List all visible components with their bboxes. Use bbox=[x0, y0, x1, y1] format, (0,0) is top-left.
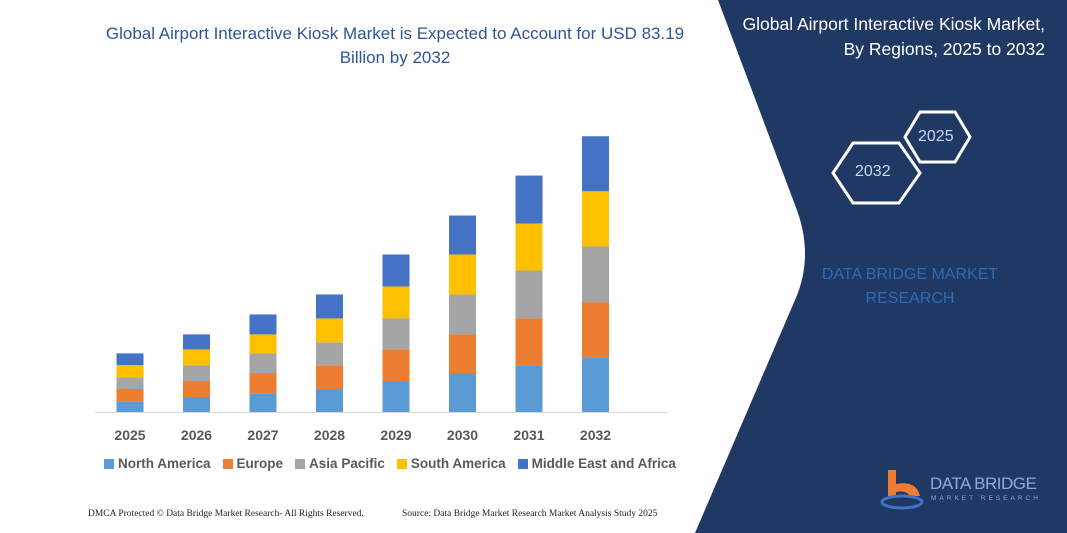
bar-segment-2026-1 bbox=[183, 381, 210, 398]
watermark-text: DATA BRIDGE MARKET RESEARCH bbox=[821, 266, 999, 307]
stacked-bar-chart: 2025 2026 2027 2028 2029 2030 2031 2032 bbox=[95, 136, 668, 443]
bar-segment-2030-3 bbox=[449, 254, 476, 295]
legend-label: Asia Pacific bbox=[309, 456, 385, 471]
bar-segment-2030-1 bbox=[449, 334, 476, 374]
logo-text: DATA BRIDGE bbox=[930, 474, 1037, 493]
bar-segment-2030-0 bbox=[449, 373, 476, 412]
bar-segment-2025-0 bbox=[116, 401, 144, 412]
legend-label: North America bbox=[118, 456, 211, 471]
bar-segment-2028-2 bbox=[316, 342, 343, 366]
bar-segment-2027-4 bbox=[249, 314, 277, 335]
bar-segment-2031-1 bbox=[515, 318, 543, 366]
legend-label: South America bbox=[410, 456, 506, 471]
panel-title: Global Airport Interactive Kiosk Market,… bbox=[742, 14, 1045, 59]
x-tick-label: 2027 bbox=[247, 427, 278, 443]
bar-segment-2030-2 bbox=[449, 294, 476, 335]
bar-segment-2026-4 bbox=[183, 334, 210, 350]
bar-segment-2032-3 bbox=[582, 191, 609, 247]
legend-swatch bbox=[517, 458, 528, 469]
legend-item: North America bbox=[104, 456, 211, 471]
side-panel bbox=[695, 0, 1067, 533]
bar-segment-2032-1 bbox=[582, 302, 609, 358]
hex-label-2032: 2032 bbox=[855, 163, 891, 180]
bar-segment-2025-2 bbox=[116, 377, 144, 390]
legend-item: South America bbox=[396, 456, 506, 471]
bar-segment-2028-0 bbox=[316, 389, 343, 412]
legend: North America Europe Asia Pacific South Ame… bbox=[104, 456, 676, 471]
bar-segment-2032-0 bbox=[582, 357, 609, 412]
legend-label: Middle East and Africa bbox=[531, 456, 676, 471]
x-tick-label: 2025 bbox=[114, 427, 145, 443]
legend-swatch bbox=[295, 458, 306, 469]
bar-segment-2025-3 bbox=[116, 365, 144, 378]
legend-label: Europe bbox=[236, 456, 284, 471]
logo-subtext: MARKET RESEARCH bbox=[931, 495, 1041, 502]
bar-segment-2027-3 bbox=[249, 334, 277, 354]
x-tick-label: 2028 bbox=[314, 427, 345, 443]
bar-segment-2031-0 bbox=[515, 365, 543, 412]
footer-source: Source: Data Bridge Market Research Mark… bbox=[402, 509, 658, 519]
legend-swatch bbox=[396, 458, 407, 469]
bar-segment-2028-4 bbox=[316, 294, 343, 319]
hex-label-2025: 2025 bbox=[918, 128, 954, 145]
hexagon-2032 bbox=[831, 141, 922, 205]
hexagon-2025 bbox=[903, 110, 972, 164]
bar-segment-2029-2 bbox=[382, 318, 410, 350]
bar-segment-2031-4 bbox=[515, 175, 543, 224]
legend-swatch bbox=[222, 458, 233, 469]
x-tick-label: 2030 bbox=[447, 427, 478, 443]
bar-segment-2026-0 bbox=[183, 397, 210, 412]
bar-segment-2029-1 bbox=[382, 349, 410, 382]
bar-segment-2032-4 bbox=[582, 136, 609, 192]
bar-segment-2025-1 bbox=[116, 389, 144, 402]
bar-segment-2025-4 bbox=[116, 353, 144, 366]
bar-segment-2031-2 bbox=[515, 270, 543, 319]
bar-segment-2026-3 bbox=[183, 349, 210, 366]
x-tick-label: 2029 bbox=[380, 427, 411, 443]
bar-segment-2027-2 bbox=[249, 353, 277, 374]
footer-copyright: DMCA Protected © Data Bridge Market Rese… bbox=[88, 509, 364, 519]
x-tick-label: 2031 bbox=[513, 427, 544, 443]
bar-segment-2028-3 bbox=[316, 318, 343, 343]
legend-swatch bbox=[104, 458, 114, 469]
logo-icon bbox=[880, 470, 924, 510]
bar-segment-2028-1 bbox=[316, 365, 343, 390]
bar-segment-2027-1 bbox=[249, 373, 277, 394]
bar-segment-2029-4 bbox=[382, 254, 410, 287]
legend-item: Middle East and Africa bbox=[517, 456, 676, 471]
x-tick-label: 2032 bbox=[580, 427, 611, 443]
bar-segment-2029-3 bbox=[382, 286, 410, 319]
chart-title: Global Airport Interactive Kiosk Market … bbox=[105, 24, 685, 67]
bar-segment-2029-0 bbox=[382, 381, 410, 412]
bar-segment-2027-0 bbox=[249, 393, 277, 412]
bar-segment-2032-2 bbox=[582, 246, 609, 303]
x-tick-label: 2026 bbox=[181, 427, 212, 443]
bar-segment-2030-4 bbox=[449, 215, 476, 255]
legend-item: Europe bbox=[222, 456, 284, 471]
bar-segment-2031-3 bbox=[515, 223, 543, 271]
bar-segment-2026-2 bbox=[183, 365, 210, 382]
legend-item: Asia Pacific bbox=[295, 456, 385, 471]
